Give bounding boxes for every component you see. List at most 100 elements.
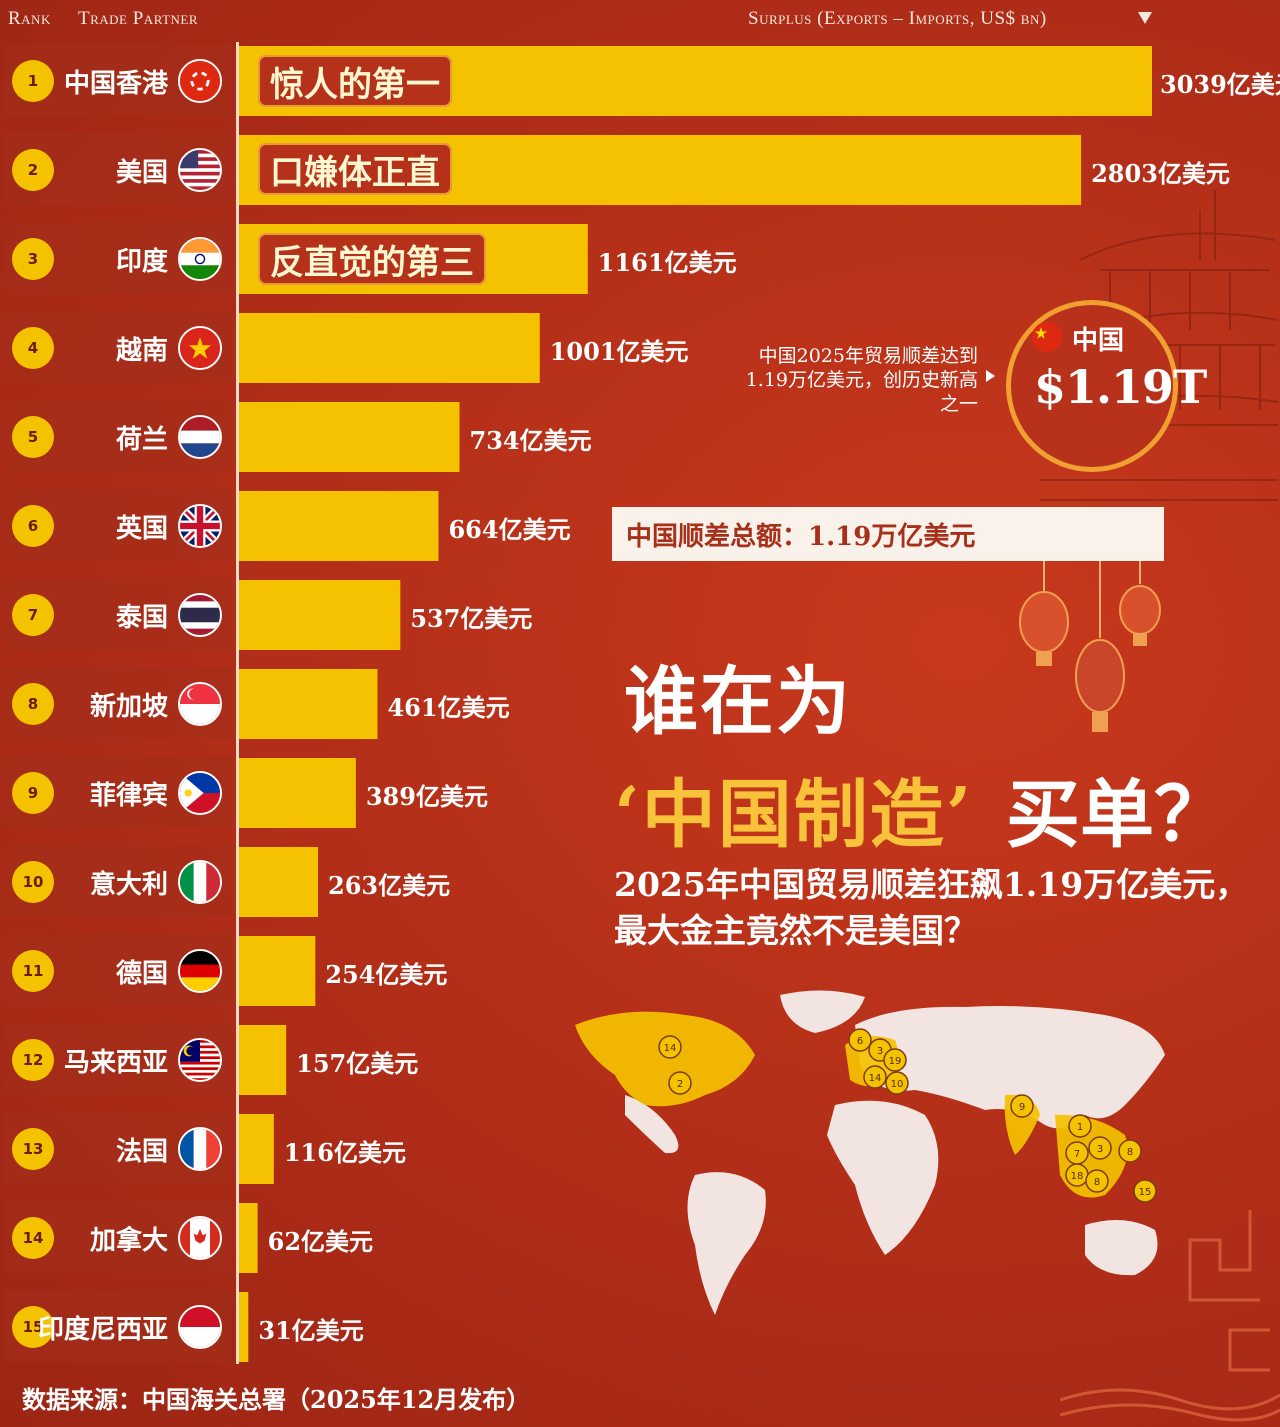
note-line-3: 之一	[939, 393, 978, 415]
bar-value-label: 537亿美元	[410, 604, 533, 633]
map-marker	[1068, 1114, 1092, 1138]
map-eurasia	[855, 1006, 1165, 1129]
rank-badge: 15	[12, 1306, 54, 1348]
note-line-1: 中国2025年贸易顺差达到	[758, 345, 978, 367]
map-marker-label: 9	[1019, 1102, 1025, 1113]
bar-10	[239, 847, 319, 917]
bar-9	[239, 758, 356, 828]
rank-badge: 1	[12, 60, 54, 102]
header-trade-partner: Trade Partner	[78, 8, 199, 29]
title-line-2: ‘中国制造’	[614, 772, 974, 858]
hk-flag-icon	[178, 59, 222, 103]
lantern-decoration	[1019, 560, 1161, 732]
header-rank: Rank	[8, 8, 51, 29]
us-flag-icon	[178, 148, 222, 192]
map-marker-label: 8	[1094, 1177, 1100, 1188]
bar-11	[239, 936, 316, 1006]
map-marker	[668, 1071, 692, 1095]
nl-flag-icon	[178, 415, 222, 459]
bar-12	[239, 1025, 287, 1095]
bar-value-label: 31亿美元	[258, 1316, 364, 1345]
map-south-america	[687, 1172, 766, 1315]
rank-badge: 10	[12, 861, 54, 903]
partner-name: 印度尼西亚	[37, 1315, 168, 1345]
partner-name: 法国	[115, 1137, 168, 1167]
de-flag-icon	[178, 949, 222, 993]
rank-badge: 12	[12, 1039, 54, 1081]
tag-first: 惊人的第一	[258, 55, 452, 107]
rank-badge: 5	[12, 416, 54, 458]
rank-badge: 3	[12, 238, 54, 280]
total-surplus-box: 中国顺差总额：1.19万亿美元	[612, 507, 1164, 561]
partner-name: 意大利	[89, 870, 168, 900]
map-marker-label: 3	[1097, 1144, 1103, 1155]
bar-value-label: 389亿美元	[365, 782, 488, 811]
map-marker-label: 2	[677, 1079, 683, 1090]
tag-second: 口嫌体正直	[258, 143, 452, 195]
map-marker-label: 14	[664, 1043, 677, 1054]
map-markers: 14 2 6 3 19 14 10 9 1 7 3 8 18 8 15	[658, 1028, 1157, 1203]
map-marker-label: 10	[891, 1079, 904, 1090]
map-marker-label: 19	[889, 1056, 902, 1067]
gb-flag-icon	[178, 504, 222, 548]
partner-name: 印度	[115, 247, 168, 277]
bar-4	[239, 313, 540, 383]
title-line-1: 谁在为	[624, 659, 852, 745]
subtitle: 2025年中国贸易顺差狂飙1.19万亿美元， 最大金主竟然不是美国？	[614, 862, 1264, 954]
bar-value-label: 62亿美元	[267, 1227, 374, 1256]
partner-name: 英国	[115, 514, 168, 544]
map-marker-label: 18	[1071, 1171, 1084, 1182]
rank-badge: 2	[12, 149, 54, 191]
circle-value: $1.19T	[1034, 360, 1207, 414]
bar-value-label: 254亿美元	[325, 960, 448, 989]
partner-name: 马来西亚	[63, 1048, 168, 1078]
surplus-note: 中国2025年贸易顺差达到 1.19万亿美元，创历史新高 之一	[700, 344, 978, 416]
id-flag-icon	[178, 1305, 222, 1349]
map-marker	[1088, 1136, 1112, 1160]
cn-flag-icon	[1032, 322, 1062, 352]
map-marker-label: 6	[857, 1036, 863, 1047]
map-marker	[885, 1071, 909, 1095]
bar-14	[239, 1203, 258, 1273]
bar-value-label: 3039亿美元	[1160, 70, 1280, 99]
rank-badge: 4	[12, 327, 54, 369]
map-australia	[1085, 1220, 1158, 1276]
bar-5	[239, 402, 460, 472]
rank-badge: 9	[12, 772, 54, 814]
bar-value-label: 1161亿美元	[597, 248, 737, 277]
bar-value-label: 157亿美元	[296, 1049, 419, 1078]
bar-value-label: 1001亿美元	[549, 337, 689, 366]
my-flag-icon	[178, 1038, 222, 1082]
map-north-america-highlight	[575, 1011, 755, 1107]
bar-value-label: 116亿美元	[283, 1138, 406, 1167]
partner-name: 新加坡	[89, 692, 168, 722]
vn-flag-icon	[178, 326, 222, 370]
ca-flag-icon	[178, 1216, 222, 1260]
map-marker-label: 3	[877, 1046, 883, 1057]
corner-pattern	[1060, 1210, 1280, 1422]
map-marker-label: 8	[1127, 1147, 1133, 1158]
bar-6	[239, 491, 439, 561]
note-arrow-icon	[986, 370, 995, 382]
sort-arrow-icon	[1138, 12, 1152, 24]
rank-badge: 6	[12, 505, 54, 547]
map-africa	[827, 1100, 939, 1255]
th-flag-icon	[178, 593, 222, 637]
bar-8	[239, 669, 378, 739]
fr-flag-icon	[178, 1127, 222, 1171]
data-source: 数据来源：中国海关总署（2025年12月发布）	[22, 1385, 531, 1414]
tag-third: 反直觉的第三	[258, 233, 486, 285]
map-marker	[883, 1048, 907, 1072]
in-flag-icon	[178, 237, 222, 281]
partner-name: 美国	[115, 158, 168, 188]
header-surplus: Surplus (Exports – Imports, US$ bn)	[748, 8, 1047, 29]
rank-badge: 14	[12, 1217, 54, 1259]
it-flag-icon	[178, 860, 222, 904]
map-marker-label: 14	[869, 1073, 882, 1084]
bar-value-label: 734亿美元	[469, 426, 592, 455]
rank-badge: 11	[12, 950, 54, 992]
china-total-circle	[1006, 300, 1178, 472]
rank-badge: 7	[12, 594, 54, 636]
map-marker	[1118, 1139, 1142, 1163]
subtitle-line-2: 最大金主竟然不是美国？	[614, 911, 977, 950]
